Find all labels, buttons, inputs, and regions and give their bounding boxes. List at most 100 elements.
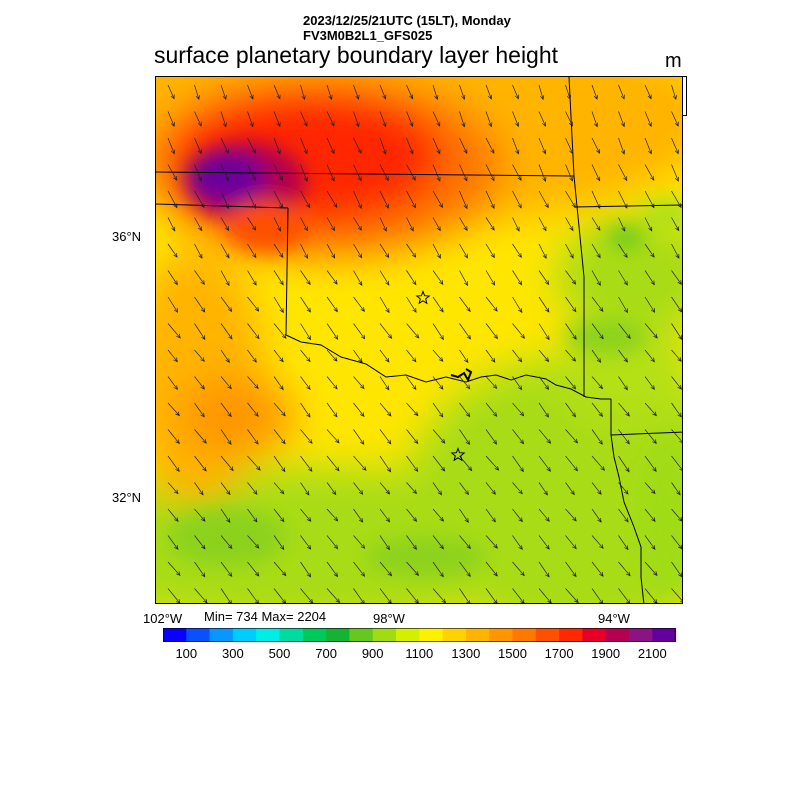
- wind-arrow: [485, 349, 496, 363]
- wind-arrow: [485, 323, 498, 340]
- wind-arrow: [300, 429, 313, 444]
- wind-arrow: [194, 482, 204, 496]
- wind-arrow: [406, 561, 420, 577]
- wind-arrow: [565, 376, 577, 390]
- wind-arrow: [432, 588, 446, 603]
- wind-arrow: [565, 455, 579, 472]
- wind-arrow: [406, 190, 416, 209]
- wind-arrow: [379, 137, 387, 155]
- wind-arrow: [353, 84, 360, 100]
- wind-arrow: [671, 429, 682, 443]
- wind-arrow: [432, 508, 445, 522]
- wind-arrow: [220, 455, 234, 472]
- wind-arrow: [167, 561, 181, 577]
- wind-arrow: [618, 561, 631, 577]
- unit-label: m: [665, 50, 682, 72]
- wind-arrow: [406, 535, 417, 550]
- wind-arrow: [671, 217, 680, 232]
- wind-arrow: [379, 561, 393, 577]
- wind-arrow: [247, 323, 260, 340]
- wind-arrow: [538, 323, 550, 341]
- wind-arrow: [538, 111, 546, 127]
- lon-label-102w: 102°W: [143, 611, 183, 626]
- wind-arrow: [353, 323, 366, 340]
- wind-arrow: [432, 190, 444, 209]
- wind-arrow: [379, 429, 392, 445]
- wind-arrow: [273, 429, 286, 445]
- lon-label-98w: 98°W: [373, 611, 405, 626]
- wind-arrow: [591, 137, 600, 154]
- colorbar-swatch: [605, 628, 630, 642]
- wind-arrow: [644, 561, 658, 577]
- wind-arrow: [406, 376, 417, 391]
- wind-arrow: [353, 137, 362, 154]
- colorbar-tick-label: 700: [315, 646, 337, 661]
- wind-arrow: [565, 190, 576, 208]
- wind-arrow: [406, 137, 414, 155]
- wind-arrow: [353, 508, 364, 523]
- wind-arrow: [379, 535, 390, 551]
- wind-arrow: [644, 508, 656, 523]
- wind-arrow: [538, 243, 547, 260]
- wind-arrow: [432, 455, 446, 472]
- wind-arrow: [194, 429, 207, 444]
- wind-arrow: [485, 508, 496, 523]
- wind-arrow: [644, 482, 656, 495]
- wind-arrow: [644, 588, 658, 603]
- wind-arrow: [591, 588, 604, 603]
- colorbar-swatch: [535, 628, 560, 642]
- wind-arrow: [247, 508, 258, 523]
- colorbar-tick-label: 300: [222, 646, 244, 661]
- wind-arrow: [194, 535, 206, 550]
- wind-arrow: [618, 455, 630, 473]
- wind-arrow: [485, 243, 495, 259]
- wind-arrow: [644, 164, 655, 181]
- wind-arrow: [565, 508, 577, 522]
- wind-arrow: [591, 429, 603, 445]
- wind-arrow: [273, 482, 285, 495]
- colorbar-tick-label: 1500: [498, 646, 527, 661]
- wind-arrow: [300, 270, 311, 286]
- wind-arrow: [220, 84, 227, 100]
- wind-arrow: [379, 588, 392, 603]
- wind-arrow: [326, 164, 335, 182]
- wind-arrow: [406, 296, 417, 313]
- wind-arrow: [247, 137, 256, 154]
- wind-arrow: [247, 296, 260, 312]
- wind-arrow: [644, 402, 657, 417]
- map-panel: [155, 76, 683, 604]
- wind-arrow: [485, 561, 498, 577]
- wind-arrow: [591, 217, 601, 231]
- wind-arrow: [512, 164, 522, 181]
- wind-arrow: [326, 376, 338, 390]
- wind-arrow: [618, 508, 629, 523]
- wind-arrow: [459, 376, 471, 390]
- wind-arrow: [379, 270, 390, 286]
- wind-vectors: [167, 84, 682, 603]
- wind-arrow: [671, 111, 679, 127]
- colorbar-swatch: [232, 628, 257, 642]
- wind-arrow: [591, 323, 604, 340]
- star-marker-oklahoma-city: [415, 290, 431, 305]
- wind-arrow: [300, 561, 312, 578]
- wind-arrow: [220, 111, 227, 128]
- wind-arrow: [194, 217, 203, 232]
- wind-arrow: [459, 84, 466, 100]
- wind-arrow: [167, 243, 178, 258]
- wind-arrow: [432, 164, 441, 182]
- wind-arrow: [671, 84, 677, 101]
- wind-arrow: [618, 323, 631, 340]
- wind-arrow: [300, 111, 308, 127]
- wind-arrow: [432, 429, 446, 444]
- wind-arrow: [379, 190, 389, 209]
- wind-arrow: [273, 535, 285, 551]
- wind-arrow: [432, 217, 441, 232]
- wind-arrow: [591, 243, 601, 259]
- wind-arrow: [353, 455, 367, 471]
- wind-arrow: [220, 376, 232, 390]
- wind-arrow: [565, 164, 574, 182]
- wind-arrow: [326, 508, 339, 522]
- wind-arrow: [459, 402, 471, 418]
- wind-arrow: [300, 402, 311, 418]
- wind-arrow: [194, 270, 205, 285]
